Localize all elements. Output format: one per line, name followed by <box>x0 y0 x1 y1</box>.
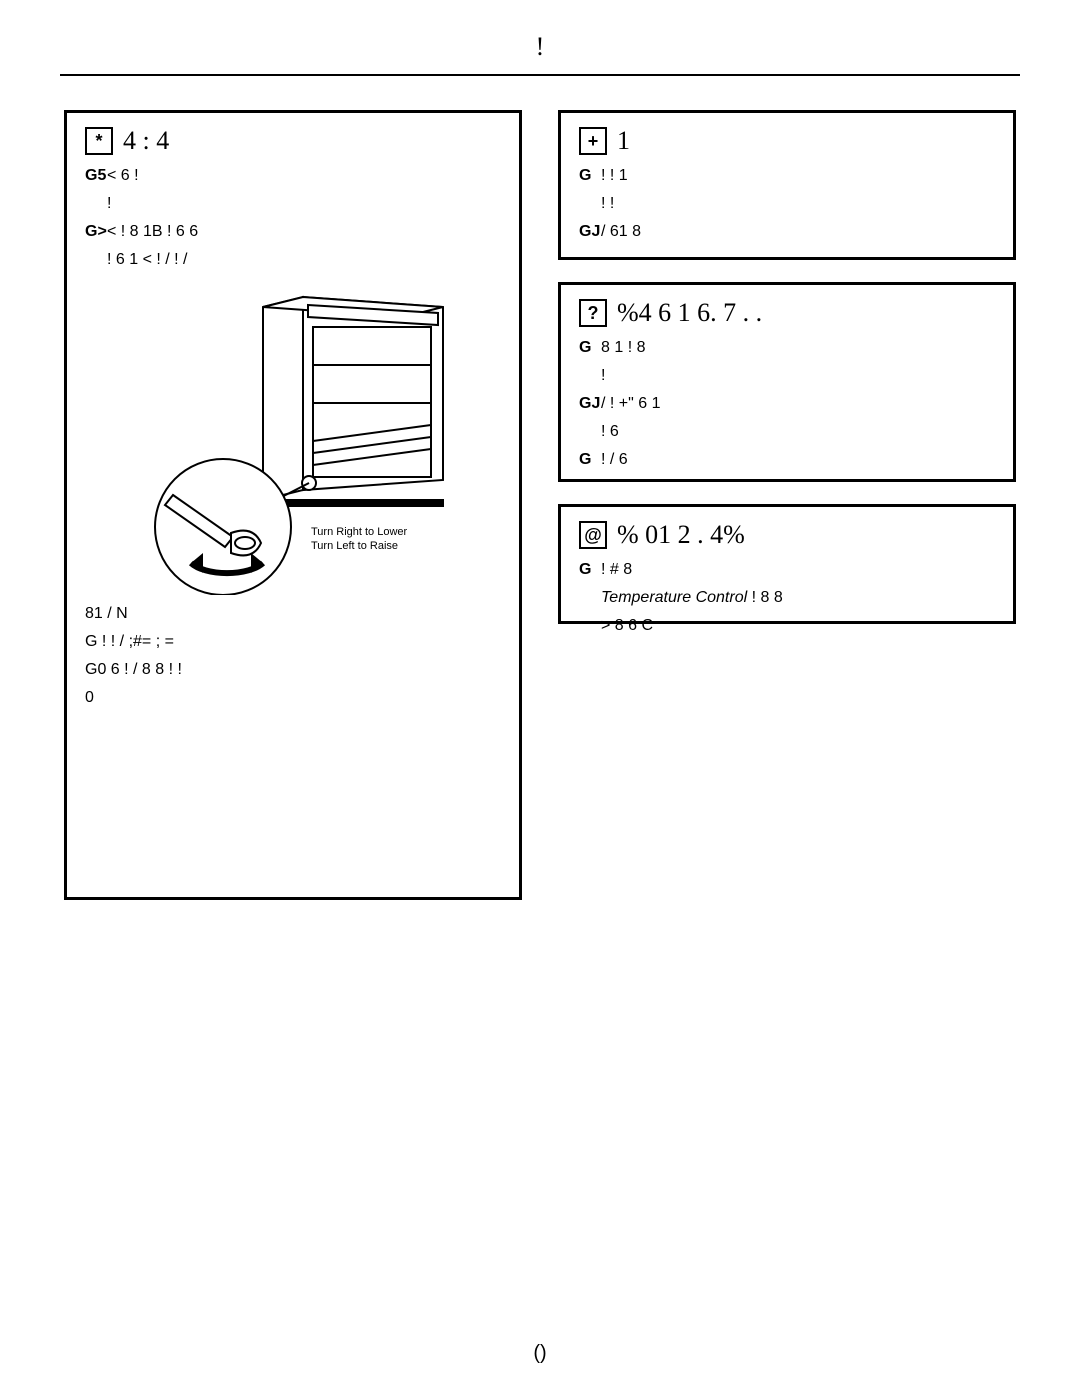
appliance-diagram: Turn Right to Lower Turn Left to Raise <box>113 285 473 595</box>
bullet-glyph: G <box>579 165 601 187</box>
bullet-text: ! <box>601 365 995 387</box>
bullet-text: < ! 8 1B ! 6 6 <box>107 221 501 243</box>
bullet-text: ! <box>107 193 501 215</box>
bullet-text: ! ! <box>601 193 995 215</box>
r3-italic-line: Temperature Control ! 8 8 <box>601 587 995 609</box>
left-lower-3: G0 6 ! / 8 8 ! ! <box>85 659 501 681</box>
bullet-text: < 6 ! <box>107 165 501 187</box>
r1-step-title: 1 <box>617 127 630 155</box>
right-panel-3: @ % 01 2 . 4% G ! # 8 Temperature Contro… <box>558 504 1016 624</box>
page-title: ! <box>0 32 1080 62</box>
r2-bullet: ! 6 <box>579 421 995 443</box>
diagram-holder: Turn Right to Lower Turn Left to Raise <box>85 285 501 595</box>
left-step-number: * <box>85 127 113 155</box>
r1-bullet: GJ / 61 8 <box>579 221 995 243</box>
right-panel-2: ? %4 6 1 6. 7 . . G 8 1 ! 8 ! GJ / ! +" … <box>558 282 1016 482</box>
r1-bullet: ! ! <box>579 193 995 215</box>
left-bullet: ! <box>85 193 501 215</box>
r2-bullet: GJ / ! +" 6 1 <box>579 393 995 415</box>
left-step-head: * 4 : 4 <box>85 127 501 155</box>
left-bullet: G> < ! 8 1B ! 6 6 <box>85 221 501 243</box>
r3-step-head: @ % 01 2 . 4% <box>579 521 995 549</box>
diagram-label-1: Turn Right to Lower <box>311 526 408 538</box>
r2-step-title: %4 6 1 6. 7 . . <box>617 299 762 327</box>
r3-last-line: > 8 6 C <box>601 615 995 637</box>
bullet-text: ! / 6 <box>601 449 995 471</box>
left-step-title: 4 : 4 <box>123 127 169 155</box>
r2-bullet: G 8 1 ! 8 <box>579 337 995 359</box>
bullet-text: / ! +" 6 1 <box>601 393 995 415</box>
r1-step-head: + 1 <box>579 127 995 155</box>
top-rule <box>60 74 1020 76</box>
left-panel: * 4 : 4 G5 < 6 ! ! G> < ! 8 1B ! 6 6 ! 6… <box>64 110 522 900</box>
bullet-glyph: G5 <box>85 165 107 187</box>
bullet-glyph: G <box>579 449 601 471</box>
r2-step-head: ? %4 6 1 6. 7 . . <box>579 299 995 327</box>
bullet-text: ! ! 1 <box>601 165 995 187</box>
left-lower-0: 81 / N <box>85 603 501 625</box>
bullet-text: 8 1 ! 8 <box>601 337 995 359</box>
right-panel-1: + 1 G ! ! 1 ! ! GJ / 61 8 <box>558 110 1016 260</box>
bullet-glyph: G <box>579 337 601 359</box>
r2-bullet: ! <box>579 365 995 387</box>
r3-step-title: % 01 2 . 4% <box>617 521 745 549</box>
bullet-glyph: G <box>579 559 601 581</box>
r3-trailing: ! 8 8 <box>747 589 783 606</box>
temperature-control-label: Temperature Control <box>601 589 747 606</box>
r2-bullet: G ! / 6 <box>579 449 995 471</box>
left-bullet: ! 6 1 < ! / ! / <box>85 249 501 271</box>
bullet-text: / 61 8 <box>601 221 995 243</box>
r1-step-number: + <box>579 127 607 155</box>
diagram-label-2: Turn Left to Raise <box>311 540 398 552</box>
r3-bullet: G ! # 8 <box>579 559 995 581</box>
left-lower-4: 0 <box>85 687 501 709</box>
left-lower-1: G ! ! / ;#= ; = <box>85 631 501 653</box>
bullet-glyph: GJ <box>579 221 601 243</box>
r3-step-number: @ <box>579 521 607 549</box>
r2-step-number: ? <box>579 299 607 327</box>
bullet-glyph: G> <box>85 221 107 243</box>
left-bullet: G5 < 6 ! <box>85 165 501 187</box>
r1-bullet: G ! ! 1 <box>579 165 995 187</box>
bullet-glyph: GJ <box>579 393 601 415</box>
page-footer: () <box>0 1342 1080 1365</box>
bullet-text: ! 6 <box>601 421 995 443</box>
bullet-text: ! # 8 <box>601 559 995 581</box>
bullet-text: ! 6 1 < ! / ! / <box>107 249 501 271</box>
